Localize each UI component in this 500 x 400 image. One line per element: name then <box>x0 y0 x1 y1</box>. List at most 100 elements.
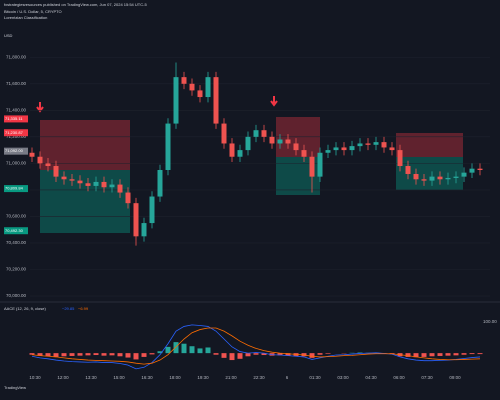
publisher: fxstrategiesresources published on Tradi… <box>4 2 147 7</box>
histogram-bar <box>61 353 67 357</box>
candle-body <box>277 139 283 144</box>
y-tick-label: 70,400.00 <box>6 240 27 245</box>
histogram-bar <box>445 353 451 356</box>
candle-body <box>197 90 203 98</box>
histogram-bar <box>469 353 475 355</box>
histogram-bar <box>37 353 43 356</box>
candle-body <box>93 181 99 186</box>
candle-body <box>453 176 459 178</box>
histogram-bar <box>189 346 195 354</box>
trade-boxes <box>36 96 463 233</box>
candle-body <box>477 168 483 170</box>
osc-tick-label: 100.00 <box>483 319 497 324</box>
candle-body <box>141 223 147 237</box>
histogram-bar <box>357 352 363 354</box>
candle-body <box>125 192 131 204</box>
price-tag <box>4 147 28 155</box>
histogram-bar <box>477 353 483 355</box>
x-tick-label: 10:30 <box>29 375 41 380</box>
histogram-bar <box>245 353 251 357</box>
price-tag-label: 70,809.84 <box>5 186 24 191</box>
histogram-bar <box>429 353 435 357</box>
indicator-name: Lorentzian Classification <box>4 15 47 20</box>
price-tag-label: 70,492.30 <box>5 228 24 233</box>
candle-body <box>237 150 243 157</box>
x-tick-label: 6 <box>286 375 289 380</box>
candle-body <box>253 130 259 137</box>
x-tick-label: 19:30 <box>197 375 209 380</box>
histogram-bar <box>261 353 267 356</box>
candle-body <box>325 150 331 153</box>
candle-body <box>133 203 139 237</box>
candle-body <box>317 152 323 177</box>
histogram-bar <box>45 353 51 357</box>
candle-body <box>405 166 411 174</box>
candle-body <box>205 77 211 98</box>
osc-value: −6.99 <box>78 306 89 311</box>
candle-body <box>365 143 371 145</box>
histogram-bar <box>85 353 91 356</box>
candle-body <box>349 146 355 151</box>
osc-line <box>31 324 481 370</box>
candle-body <box>429 176 435 181</box>
histogram-bar <box>125 353 131 358</box>
footer: TradingView <box>4 385 26 390</box>
candle-body <box>437 176 443 180</box>
candle-body <box>269 136 275 144</box>
y-tick-label: 71,000.00 <box>6 161 27 166</box>
price-tag <box>4 185 28 193</box>
histogram-bar <box>29 353 35 355</box>
histogram-bar <box>461 353 467 355</box>
candle-body <box>309 156 315 177</box>
currency: USD <box>4 33 13 38</box>
candle-body <box>333 147 339 151</box>
histogram-bar <box>413 353 419 358</box>
histogram-bar <box>205 347 211 354</box>
histogram-bar <box>277 353 283 356</box>
candle-body <box>109 184 115 188</box>
candle-body <box>389 147 395 151</box>
price-tag <box>4 227 28 235</box>
histogram-bar <box>181 343 187 354</box>
candle-body <box>373 142 379 145</box>
histogram-bar <box>237 353 243 359</box>
candle-body <box>165 123 171 170</box>
candle-body <box>157 170 163 197</box>
candle-body <box>261 130 267 137</box>
candle-body <box>85 183 91 186</box>
candle-body <box>381 142 387 148</box>
candle-body <box>221 123 227 144</box>
histogram-bar <box>93 353 99 356</box>
price-tag-label: 71,230.87 <box>5 130 24 135</box>
histogram-bar <box>437 353 443 356</box>
candle-body <box>117 184 123 193</box>
candle-body <box>461 172 467 177</box>
histogram-bar <box>213 353 219 355</box>
candle-body <box>61 176 67 180</box>
candle-body <box>77 180 83 184</box>
histogram-bar <box>285 353 291 356</box>
histogram-bar <box>69 353 75 356</box>
osc-title: AACE (12, 26, 9, close) <box>4 306 46 311</box>
candle-body <box>229 143 235 157</box>
histogram-bar <box>165 346 171 354</box>
price-tag <box>4 115 28 123</box>
candle-body <box>69 179 75 181</box>
target-box <box>40 170 130 233</box>
x-tick-label: 07:30 <box>421 375 433 380</box>
histogram-bar <box>421 353 427 357</box>
candle-body <box>173 77 179 124</box>
candle-body <box>445 177 451 180</box>
candle-body <box>213 77 219 124</box>
candle-body <box>45 163 51 167</box>
x-tick-label: 13:30 <box>85 375 97 380</box>
candle-body <box>413 173 419 180</box>
candle-body <box>285 139 291 144</box>
candle-body <box>301 150 307 157</box>
histogram-bar <box>53 353 59 357</box>
price-tag-label: 71,335.11 <box>5 116 23 121</box>
candle-body <box>245 136 251 151</box>
histogram-bar <box>325 353 331 354</box>
